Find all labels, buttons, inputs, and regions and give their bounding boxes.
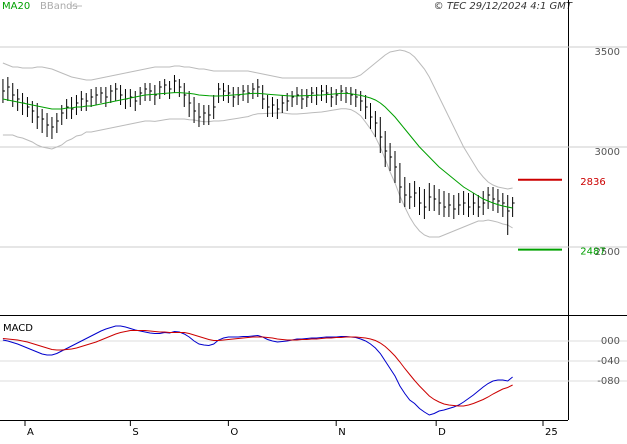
level-label: 2487 <box>580 247 605 258</box>
y-tick-label: 3500 <box>595 47 620 58</box>
macd-line <box>2 325 513 416</box>
ma20-line <box>2 92 513 209</box>
x-tick-label: N <box>338 427 345 438</box>
legend-ma20: MA20 <box>2 1 30 12</box>
y-tick-label: 000 <box>601 336 620 347</box>
x-tick-label: A <box>27 427 34 438</box>
level-label: 2836 <box>580 177 605 188</box>
x-tick-label: D <box>438 427 446 438</box>
x-tick-label: 25 <box>545 427 558 438</box>
y-tick-label: 3000 <box>595 147 620 158</box>
bband-lower <box>2 108 513 238</box>
x-tick-label: S <box>132 427 138 438</box>
macd-title: MACD <box>3 323 33 334</box>
y-tick-label: -080 <box>597 376 620 387</box>
x-tick-label: O <box>230 427 238 438</box>
source: © TEC 29/12/2024 4:1 GMT <box>434 1 573 12</box>
legend-bbands: BBands <box>40 1 78 12</box>
bband-upper <box>2 49 513 190</box>
y-tick-label: 2500 <box>595 247 620 258</box>
y-tick-label: -040 <box>597 356 620 367</box>
macd-line <box>2 330 513 407</box>
